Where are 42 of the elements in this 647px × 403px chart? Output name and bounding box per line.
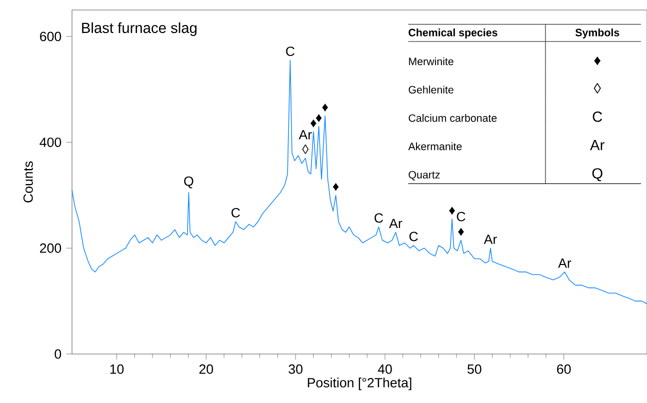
annotation: C	[374, 213, 384, 223]
annotation: Symbols	[575, 28, 620, 38]
annotation: ♦	[332, 182, 339, 191]
annotation: Gehlenite	[408, 86, 454, 94]
y-tick-label: 600	[40, 32, 62, 42]
annotation: Ar	[298, 130, 312, 140]
annotation: Q	[592, 168, 602, 182]
x-tick-label: 60	[557, 364, 571, 374]
x-axis-title: Position [°2Theta]	[308, 378, 412, 390]
text: Blast furnace slag	[82, 22, 197, 36]
y-tick-label: 0	[54, 349, 62, 359]
x-tick-label: 40	[378, 364, 392, 374]
annotation: Merwinite	[409, 57, 454, 66]
annotation: C	[456, 212, 466, 222]
y-tick-label: 200	[40, 243, 62, 253]
annotation: Ar	[484, 234, 497, 244]
annotation: ♦	[594, 56, 601, 66]
annotation: C	[592, 112, 602, 122]
annotation: Q	[184, 176, 194, 188]
annotation: ◊	[594, 83, 601, 94]
x-tick-label: 20	[199, 364, 214, 374]
annotation: Ar	[590, 140, 604, 150]
annotation: C	[232, 208, 240, 218]
y-axis-title: Counts	[23, 161, 33, 202]
x-tick-label: 10	[110, 364, 124, 374]
annotation: ♦	[449, 206, 456, 215]
annotation: ♦	[316, 114, 322, 122]
annotation: Ar	[558, 258, 572, 268]
annotation: ♦	[322, 103, 328, 112]
annotation: C	[409, 232, 418, 242]
annotation: Akermanite	[408, 142, 462, 150]
annotation: ◊	[302, 144, 309, 154]
annotation: Calcium carbonate	[408, 114, 497, 122]
annotation: Chemical species	[408, 28, 498, 38]
x-tick-label: 30	[288, 364, 302, 374]
annotation: Ar	[389, 218, 402, 228]
annotation: ♦	[458, 228, 464, 236]
y-tick-label: 400	[40, 138, 62, 148]
annotation: ♦	[310, 119, 316, 128]
x-tick-label: 50	[468, 364, 482, 374]
annotation: Quartz	[408, 170, 440, 180]
annotation: C	[286, 46, 294, 56]
